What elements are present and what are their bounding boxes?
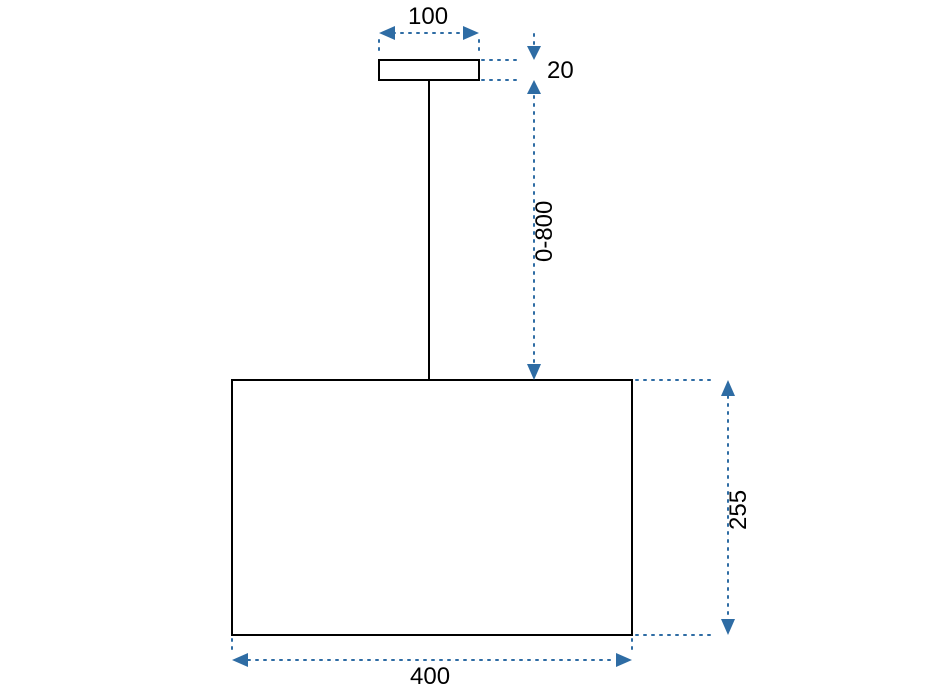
dim-shade-height: 255 <box>636 380 752 635</box>
dim-canopy-width-label: 100 <box>408 3 448 30</box>
dim-rod-length-label: 0-800 <box>531 201 558 262</box>
dim-shade-width-label: 400 <box>410 663 450 686</box>
dim-canopy-height: 20 <box>482 34 574 94</box>
dim-canopy-height-label: 20 <box>547 57 574 84</box>
dim-shade-width: 400 <box>232 639 632 686</box>
dim-rod-length: 0-800 <box>527 96 558 380</box>
dimension-diagram: 100 20 0-800 255 <box>0 0 928 686</box>
dim-canopy-width: 100 <box>379 3 479 56</box>
shade-outline <box>232 380 632 635</box>
dim-shade-height-label: 255 <box>725 490 752 530</box>
canopy-outline <box>379 60 479 80</box>
